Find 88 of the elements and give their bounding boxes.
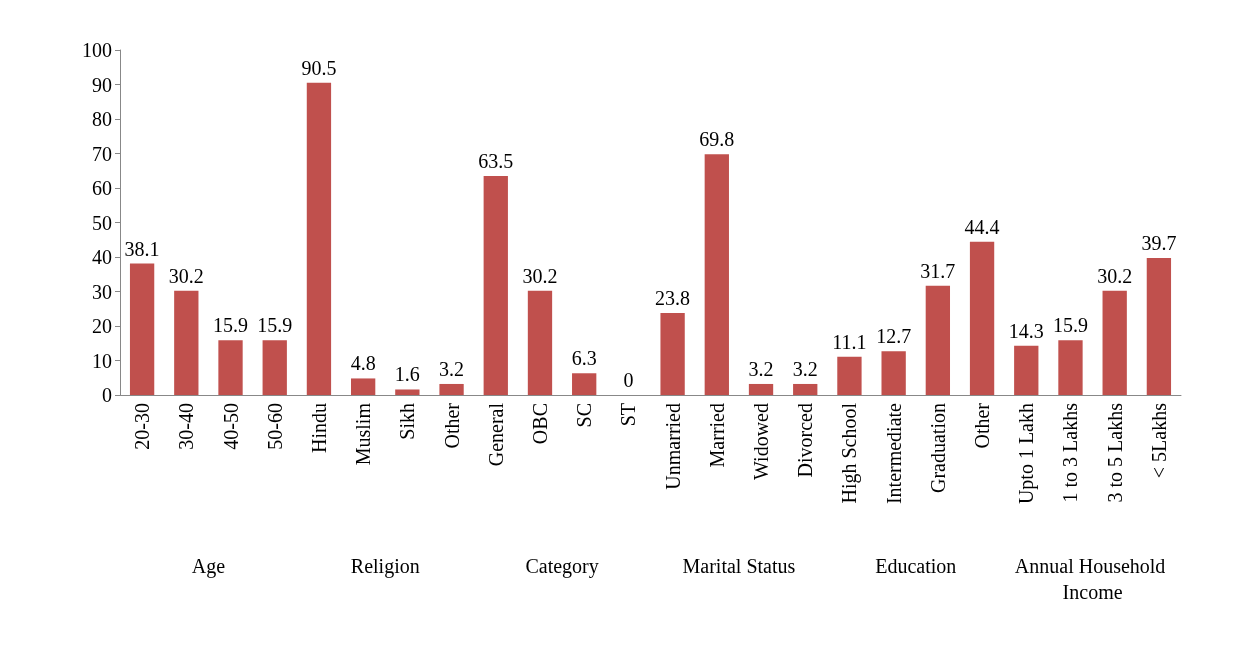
bar — [218, 340, 243, 395]
data-label: 1.6 — [394, 363, 420, 386]
data-label: 3.2 — [792, 357, 818, 380]
x-tick-label: 3 to 5 Lakhs — [1103, 402, 1126, 503]
data-label: 30.2 — [522, 264, 558, 287]
bar — [572, 373, 597, 395]
bar — [395, 389, 420, 395]
x-tick-label: 1 to 3 Lakhs — [1059, 402, 1082, 503]
data-label: 69.8 — [699, 128, 735, 151]
y-tick-label: 50 — [92, 211, 112, 234]
x-tick-label: Sikh — [396, 403, 419, 440]
y-tick-label: 30 — [92, 280, 112, 303]
x-tick-label: Hindu — [307, 403, 330, 453]
y-tick-label: 90 — [92, 73, 112, 96]
y-tick-label: 100 — [82, 39, 112, 61]
bar — [483, 175, 508, 395]
data-label: 15.9 — [1052, 314, 1088, 337]
bar — [748, 383, 774, 395]
data-label: 38.1 — [124, 237, 160, 260]
bar — [660, 312, 685, 395]
data-label: 63.5 — [478, 149, 514, 172]
data-label: 31.7 — [920, 259, 956, 282]
x-tick-label: ST — [617, 403, 640, 427]
x-tick-label: OBC — [528, 403, 551, 445]
x-tick-label: 40-50 — [219, 403, 242, 450]
data-label: 0 — [623, 369, 634, 391]
data-label: 6.3 — [571, 347, 597, 370]
y-tick-label: 40 — [92, 246, 112, 268]
data-label: 14.3 — [1008, 319, 1044, 342]
text: Education — [875, 555, 957, 577]
x-tick-label: SC — [573, 403, 596, 428]
text: Age — [191, 555, 226, 578]
bar — [1014, 345, 1039, 395]
bar — [969, 241, 995, 395]
data-label: 11.1 — [832, 330, 867, 353]
data-label: 4.8 — [350, 352, 376, 375]
x-tick-label: General — [484, 402, 507, 467]
x-tick-label: Divorced — [794, 403, 817, 478]
data-label: 44.4 — [964, 215, 1000, 238]
y-tick-label: 0 — [102, 384, 112, 406]
data-label: 15.9 — [213, 314, 249, 337]
bar — [793, 383, 818, 395]
x-tick-label: High School — [838, 402, 862, 504]
bar — [1058, 340, 1083, 395]
y-tick-label: 60 — [92, 177, 112, 199]
data-label: 12.7 — [876, 325, 912, 348]
y-tick-label: 10 — [92, 349, 112, 372]
bar — [350, 378, 376, 395]
bar — [262, 340, 287, 395]
text: Marital Status — [682, 555, 796, 577]
bar — [881, 351, 906, 395]
bar — [439, 383, 464, 395]
bar — [174, 290, 199, 395]
x-tick-label: < 5Lakhs — [1147, 402, 1170, 479]
y-tick-label: 70 — [92, 142, 112, 165]
bar — [306, 82, 332, 395]
data-label: 15.9 — [257, 314, 293, 337]
data-label: 39.7 — [1141, 232, 1177, 255]
x-tick-label: Muslim — [352, 402, 375, 466]
x-tick-label: Upto 1 Lakh — [1015, 403, 1039, 505]
y-tick-label: 80 — [92, 108, 112, 130]
bar — [704, 154, 729, 395]
data-label: 3.2 — [748, 357, 774, 380]
x-tick-label: Unmarried — [661, 403, 684, 490]
data-label: 3.2 — [439, 357, 465, 380]
data-label: 30.2 — [168, 264, 204, 287]
text: Religion — [350, 555, 420, 578]
data-label: 30.2 — [1097, 264, 1133, 287]
x-tick-label: 30-40 — [175, 403, 198, 450]
x-tick-label: Other — [440, 402, 463, 449]
x-tick-label: Widowed — [750, 403, 773, 480]
x-tick-label: Graduation — [926, 403, 949, 493]
x-tick-label: 50-60 — [263, 403, 286, 450]
bar — [527, 290, 553, 395]
x-tick-label: Intermediate — [882, 402, 905, 505]
x-tick-label: 20-30 — [131, 403, 154, 450]
x-tick-label: Other — [971, 402, 994, 449]
bar — [925, 285, 951, 395]
x-tick-label: Married — [705, 403, 728, 468]
text: Annual Household Income — [1014, 555, 1171, 603]
bar — [837, 356, 862, 395]
data-label: 23.8 — [655, 286, 691, 309]
bar — [129, 263, 155, 395]
bar — [1102, 290, 1127, 395]
data-label: 90.5 — [301, 56, 337, 79]
y-tick-label: 20 — [92, 315, 112, 337]
bar — [1146, 258, 1172, 395]
text: Category — [525, 555, 599, 578]
